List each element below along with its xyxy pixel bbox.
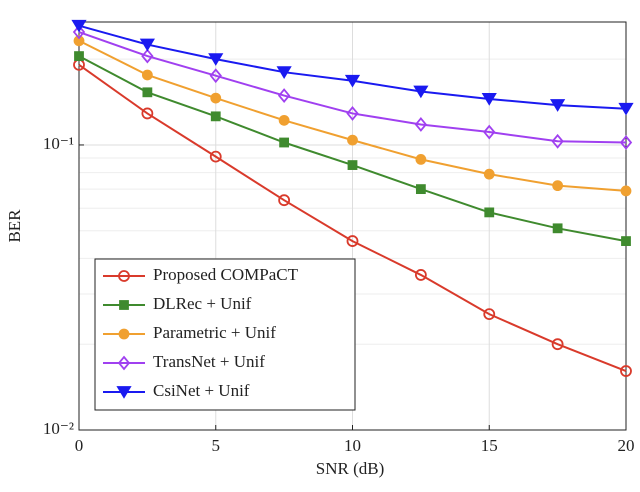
y-tick-label: 10⁻¹: [43, 134, 74, 153]
marker: [483, 124, 496, 140]
legend: Proposed COMPaCT DLRec + Unif Parametric +…: [94, 258, 356, 411]
marker: [209, 68, 222, 84]
marker: [415, 153, 427, 165]
x-tick-label: 5: [212, 436, 221, 455]
marker: [276, 66, 292, 79]
marker: [483, 308, 496, 321]
marker: [118, 328, 130, 340]
marker: [209, 150, 222, 163]
marker: [279, 137, 290, 148]
marker: [346, 235, 359, 247]
marker: [481, 93, 497, 106]
marker: [117, 355, 131, 371]
y-tick-label: 10⁻²: [43, 419, 74, 438]
series-line: [78, 64, 627, 372]
marker: [621, 236, 631, 246]
marker: [208, 53, 224, 66]
marker: [210, 111, 221, 122]
legend-label: DLRec + Unif: [153, 294, 252, 313]
x-tick-label: 0: [75, 436, 84, 455]
marker: [550, 99, 566, 112]
marker: [119, 300, 129, 310]
series-line: [78, 31, 627, 144]
marker: [71, 19, 87, 33]
marker: [620, 185, 632, 197]
marker: [552, 223, 563, 234]
marker: [344, 74, 361, 88]
marker: [347, 160, 358, 170]
marker: [551, 133, 564, 149]
marker: [278, 114, 290, 126]
marker: [210, 92, 222, 104]
marker: [118, 270, 130, 282]
marker: [347, 134, 358, 146]
legend-label: Proposed COMPaCT: [153, 265, 299, 284]
marker: [141, 107, 154, 120]
marker: [141, 48, 154, 64]
x-tick-label: 10: [344, 436, 361, 455]
marker: [73, 35, 85, 47]
marker: [619, 135, 633, 150]
marker: [483, 168, 495, 180]
marker: [74, 51, 84, 61]
marker: [346, 106, 359, 121]
plot-frame: [78, 21, 627, 431]
legend-label: CsiNet + Unif: [153, 381, 250, 400]
marker: [277, 88, 291, 103]
marker: [618, 102, 634, 116]
x-tick-label: 15: [481, 436, 498, 455]
marker: [551, 338, 564, 351]
marker: [116, 386, 132, 399]
marker: [620, 365, 632, 377]
x-tick-label: 20: [618, 436, 635, 455]
marker: [278, 194, 291, 207]
marker: [413, 85, 429, 99]
legend-label: Parametric + Unif: [153, 323, 276, 342]
marker: [484, 207, 495, 218]
marker: [415, 184, 426, 195]
marker: [414, 117, 428, 132]
marker: [141, 69, 153, 81]
marker: [142, 87, 153, 98]
marker: [552, 180, 564, 192]
marker: [72, 24, 86, 40]
x-axis-label: SNR (dB): [316, 459, 384, 478]
marker: [139, 38, 155, 52]
legend-label: TransNet + Unif: [153, 352, 265, 371]
y-axis-label: BER: [5, 209, 24, 243]
marker: [414, 269, 427, 281]
